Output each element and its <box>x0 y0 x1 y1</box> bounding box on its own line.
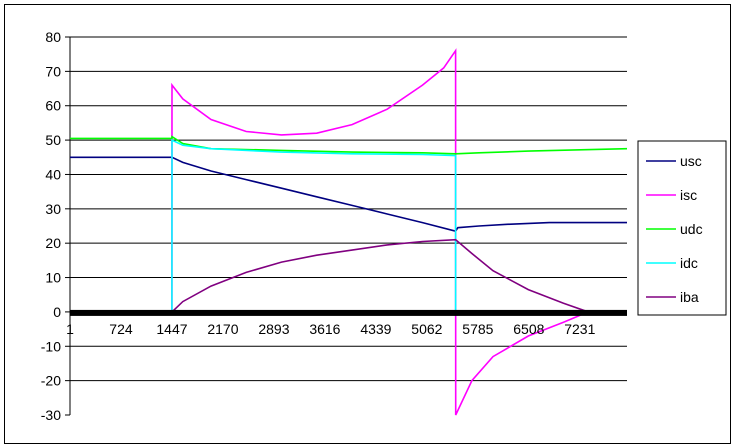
x-tick-label-724: 724 <box>109 321 133 337</box>
legend-label-udc: udc <box>680 221 703 237</box>
series-line-iba <box>70 238 627 313</box>
y-tick-label--10: -10 <box>41 338 61 354</box>
legend-label-idc: idc <box>680 255 698 271</box>
y-tick-label-30: 30 <box>45 201 61 217</box>
legend-layer: usc isc udc idc iba <box>637 140 727 316</box>
y-tick-label-10: 10 <box>45 270 61 286</box>
x-tick-label-7231: 7231 <box>564 321 595 337</box>
series-line-isc <box>70 48 589 416</box>
legend-label-iba: iba <box>680 289 699 305</box>
x-tick-label-5785: 5785 <box>462 321 493 337</box>
chart-frame: -30 -20 -10 0 10 20 30 40 50 60 70 80 1 724 1447 2170 28… <box>4 4 731 444</box>
series-line-idc <box>70 138 627 313</box>
x-tick-label-5062: 5062 <box>411 321 442 337</box>
y-tick-label-40: 40 <box>45 166 61 182</box>
x-tick-label-4339: 4339 <box>360 321 391 337</box>
y-tick-label-80: 80 <box>45 29 61 45</box>
zero-baseline <box>70 309 627 316</box>
y-tick-label-60: 60 <box>45 98 61 114</box>
y-tick-label-0: 0 <box>53 304 61 320</box>
legend-label-isc: isc <box>680 187 697 203</box>
x-tick-label-2893: 2893 <box>258 321 289 337</box>
y-tick-label-70: 70 <box>45 63 61 79</box>
x-tick-label-3616: 3616 <box>309 321 340 337</box>
x-tick-label-1: 1 <box>66 321 74 337</box>
y-tick-label--30: -30 <box>41 407 61 423</box>
x-tick-label-1447: 1447 <box>156 321 187 337</box>
legend-box <box>637 140 727 316</box>
chart-svg: -30 -20 -10 0 10 20 30 40 50 60 70 80 1 724 1447 2170 28… <box>41 29 727 423</box>
y-tick-label-50: 50 <box>45 132 61 148</box>
series-line-usc <box>70 156 627 233</box>
axes-layer <box>65 36 71 416</box>
x-tick-label-2170: 2170 <box>207 321 238 337</box>
ticks-layer: -30 -20 -10 0 10 20 30 40 50 60 70 80 1 724 1447 2170 28… <box>41 29 596 423</box>
y-tick-label--20: -20 <box>41 373 61 389</box>
legend-label-usc: usc <box>680 153 702 169</box>
series-layer <box>70 48 628 416</box>
series-line-udc <box>70 135 628 155</box>
y-tick-label-20: 20 <box>45 235 61 251</box>
x-tick-label-6508: 6508 <box>513 321 544 337</box>
